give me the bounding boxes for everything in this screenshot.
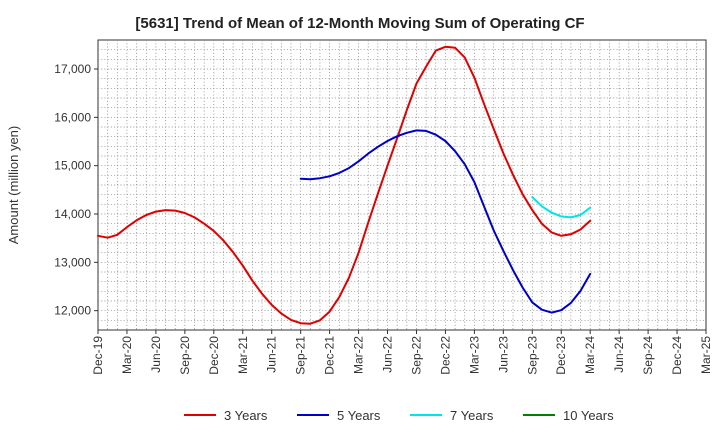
x-tick-label: Jun-22 xyxy=(381,336,395,373)
series-line-5-years xyxy=(299,129,592,314)
x-tick-label: Jun-20 xyxy=(149,336,163,373)
y-axis: 12,000 13,000 14,000 15,000 16,000 17,000 xyxy=(54,62,98,318)
series-line-3-years xyxy=(97,45,592,325)
x-tick-label: Mar-20 xyxy=(120,336,134,374)
y-tick-label: 13,000 xyxy=(54,255,91,269)
x-tick-label: Dec-22 xyxy=(438,336,452,375)
x-tick-label: Sep-20 xyxy=(178,336,192,375)
x-tick-label: Dec-23 xyxy=(554,336,568,375)
x-tick-label: Jun-21 xyxy=(265,336,279,373)
y-tick-label: 14,000 xyxy=(54,207,91,221)
x-tick-label: Dec-20 xyxy=(207,336,221,375)
chart-title: [5631] Trend of Mean of 12-Month Moving … xyxy=(135,15,584,32)
x-tick-label: Mar-24 xyxy=(583,336,597,374)
legend-label: 3 Years xyxy=(224,408,268,423)
legend: 3 Years 5 Years 7 Years 10 Years xyxy=(184,408,614,423)
y-tick-label: 15,000 xyxy=(54,159,91,173)
y-tick-label: 16,000 xyxy=(54,110,91,124)
x-axis: Dec-19 Mar-20 Jun-20 Sep-20 Dec-20 Mar-21 Jun-… xyxy=(91,330,713,375)
x-tick-label: Sep-23 xyxy=(525,336,539,375)
x-tick-label: Jun-23 xyxy=(496,336,510,373)
series-layer xyxy=(97,45,592,325)
legend-label: 7 Years xyxy=(450,408,494,423)
x-tick-label: Sep-22 xyxy=(409,336,423,375)
y-tick-label: 12,000 xyxy=(54,304,91,318)
x-tick-label: Dec-19 xyxy=(91,336,105,375)
x-tick-label: Mar-21 xyxy=(236,336,250,374)
series-line-7-years xyxy=(531,196,592,219)
x-tick-label: Dec-21 xyxy=(323,336,337,375)
y-axis-label: Amount (million yen) xyxy=(6,126,21,245)
x-tick-label: Dec-24 xyxy=(670,336,684,375)
x-tick-label: Mar-25 xyxy=(699,336,713,374)
x-tick-label: Mar-22 xyxy=(352,336,366,374)
x-tick-label: Sep-24 xyxy=(641,336,655,375)
x-tick-label: Sep-21 xyxy=(294,336,308,375)
grid xyxy=(98,40,706,330)
x-tick-label: Mar-23 xyxy=(467,336,481,374)
legend-label: 10 Years xyxy=(563,408,614,423)
legend-label: 5 Years xyxy=(337,408,381,423)
y-tick-label: 17,000 xyxy=(54,62,91,76)
x-tick-label: Jun-24 xyxy=(612,336,626,373)
